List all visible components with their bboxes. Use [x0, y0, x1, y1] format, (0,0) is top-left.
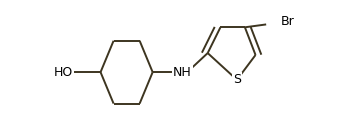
Text: HO: HO — [54, 66, 73, 79]
Text: NH: NH — [173, 66, 192, 79]
Text: S: S — [233, 73, 241, 86]
Text: Br: Br — [281, 15, 295, 28]
